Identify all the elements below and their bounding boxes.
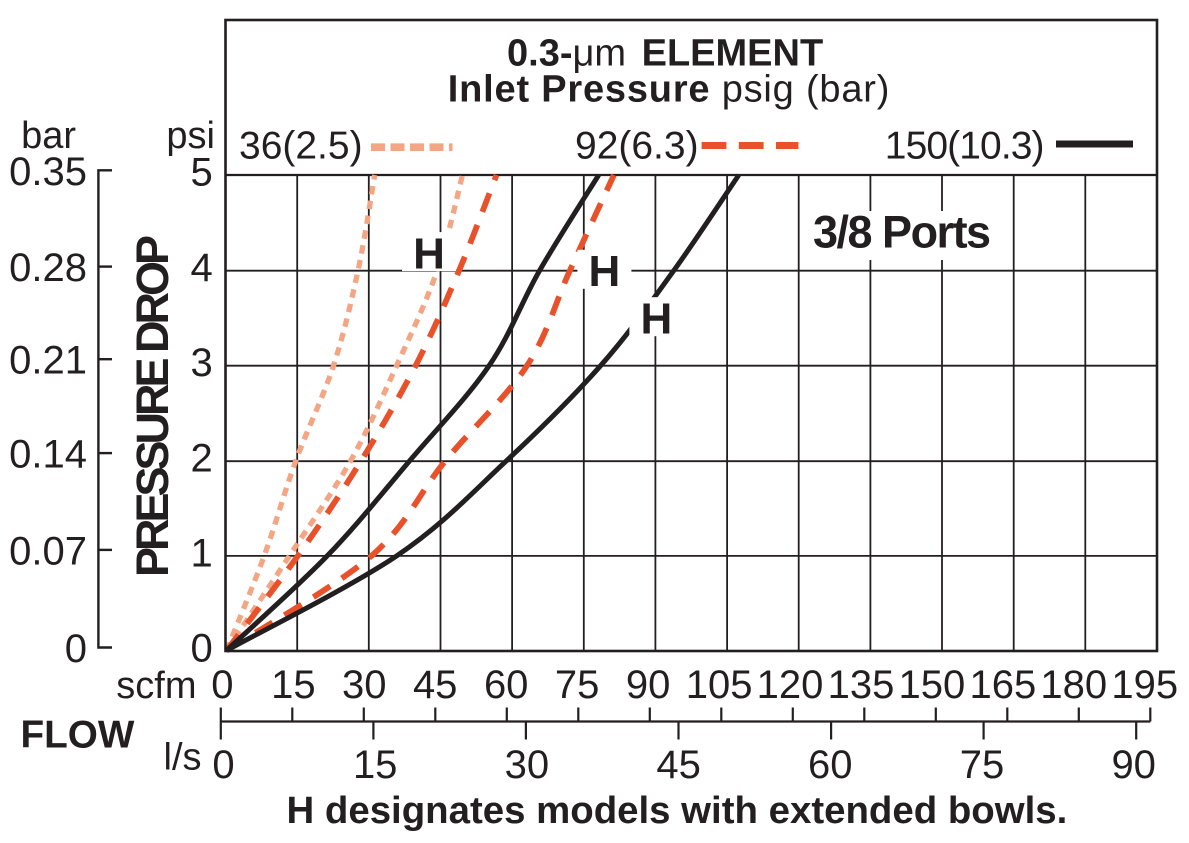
svg-text:5: 5	[190, 151, 212, 195]
svg-text:92(6.3): 92(6.3)	[575, 124, 699, 167]
svg-text:0.35: 0.35	[9, 150, 87, 194]
svg-text:0.21: 0.21	[9, 339, 87, 383]
svg-text:180: 180	[1040, 663, 1107, 707]
svg-text:H: H	[641, 294, 673, 343]
svg-text:30: 30	[342, 663, 387, 707]
svg-text:psi: psi	[166, 115, 215, 157]
svg-text:PRESSURE DROP: PRESSURE DROP	[127, 236, 178, 577]
svg-text:0.14: 0.14	[9, 433, 87, 477]
svg-text:H: H	[413, 229, 445, 278]
svg-text:0.07: 0.07	[9, 529, 87, 573]
svg-text:150(10.3): 150(10.3)	[885, 124, 1044, 167]
svg-text:30: 30	[505, 743, 550, 787]
svg-text:15: 15	[271, 663, 316, 707]
svg-text:H designates models with exten: H designates models with extended bowls.	[287, 789, 1068, 832]
svg-text:0.28: 0.28	[9, 246, 87, 290]
svg-text:195: 195	[1111, 663, 1178, 707]
svg-text:60: 60	[808, 743, 853, 787]
svg-text:75: 75	[555, 663, 600, 707]
svg-text:135: 135	[828, 663, 895, 707]
svg-text:2: 2	[190, 437, 212, 481]
svg-text:Inlet Pressure psig (bar): Inlet Pressure psig (bar)	[448, 68, 890, 110]
svg-text:0: 0	[190, 627, 212, 671]
svg-text:0: 0	[211, 663, 233, 707]
svg-text:0: 0	[212, 743, 234, 787]
svg-text:FLOW: FLOW	[21, 714, 135, 757]
svg-text:75: 75	[960, 743, 1005, 787]
svg-text:0.3-μm ELEMENT: 0.3-μm ELEMENT	[507, 33, 823, 75]
svg-text:1: 1	[190, 531, 212, 575]
svg-text:4: 4	[190, 246, 212, 290]
svg-text:165: 165	[970, 663, 1037, 707]
svg-text:90: 90	[1111, 743, 1156, 787]
svg-text:0: 0	[65, 627, 87, 671]
svg-text:120: 120	[757, 663, 824, 707]
svg-text:3: 3	[190, 341, 212, 385]
svg-text:150: 150	[899, 663, 966, 707]
svg-text:bar: bar	[21, 115, 76, 157]
svg-text:105: 105	[686, 663, 753, 707]
svg-text:60: 60	[484, 663, 529, 707]
svg-text:3/8 Ports: 3/8 Ports	[813, 206, 990, 257]
svg-text:15: 15	[353, 743, 398, 787]
svg-text:45: 45	[656, 743, 701, 787]
svg-text:scfm: scfm	[116, 665, 196, 707]
svg-text:45: 45	[413, 663, 458, 707]
svg-text:H: H	[589, 247, 621, 296]
svg-text:36(2.5): 36(2.5)	[239, 124, 363, 167]
svg-text:90: 90	[626, 663, 671, 707]
svg-text:l/s: l/s	[164, 737, 202, 779]
